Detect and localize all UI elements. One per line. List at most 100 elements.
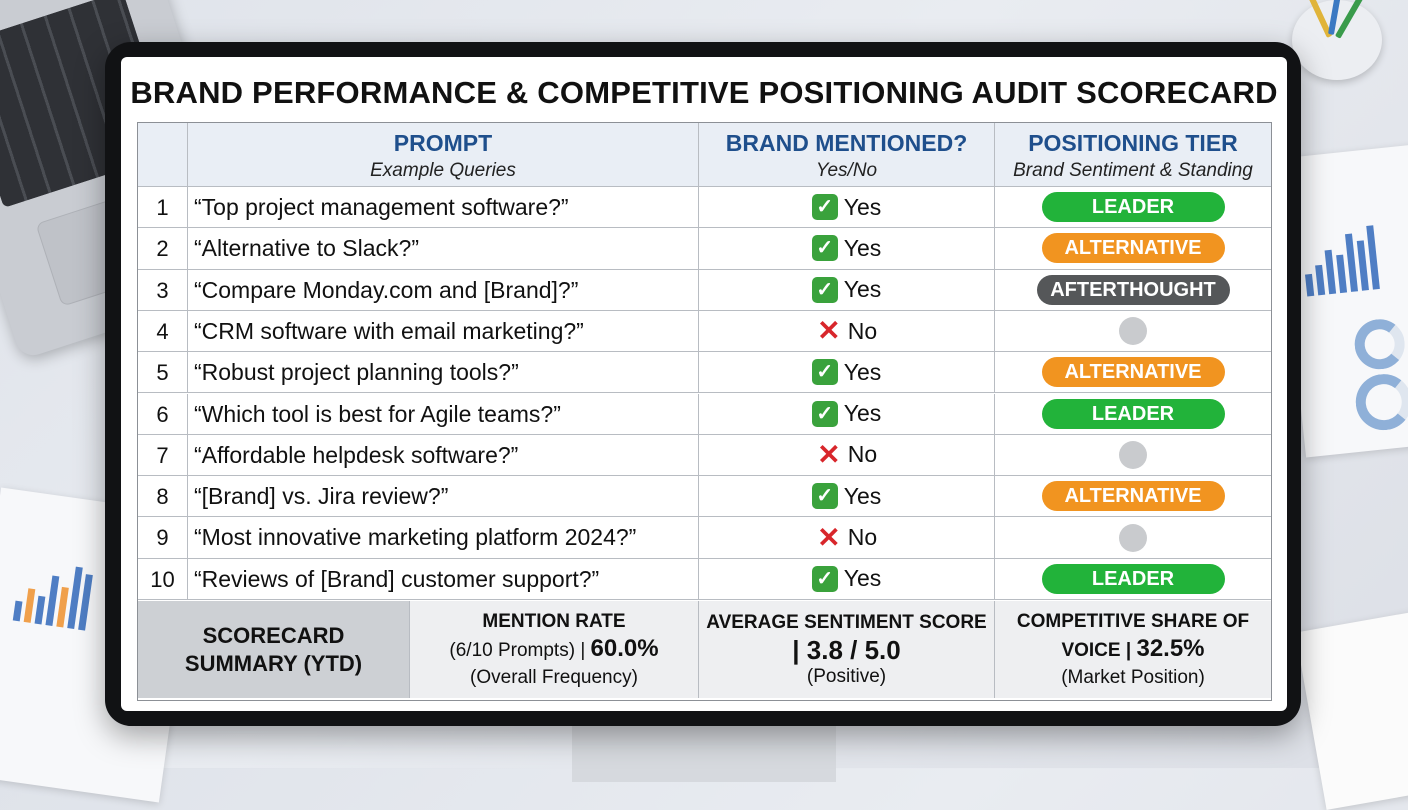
- mention-label: No: [847, 317, 878, 344]
- header-mention-subtitle: Yes/No: [815, 160, 878, 181]
- tier-wrapper: AFTERTHOUGHT: [995, 270, 1271, 310]
- prompt-query: “Alternative to Slack?”: [188, 228, 699, 269]
- summary-sentiment-cell: AVERAGE SENTIMENT SCORE | 3.8 / 5.0 (Pos…: [699, 601, 995, 698]
- header-prompt-title: PROMPT: [393, 130, 493, 156]
- row-number: 5: [138, 352, 188, 393]
- pencil-cup-decoration: [1292, 0, 1382, 80]
- prompt-query: “Compare Monday.com and [Brand]?”: [188, 269, 699, 310]
- mention-rate-value: 60.0%: [590, 634, 659, 662]
- row-number: 3: [138, 269, 188, 310]
- check-mark-icon: ✓: [811, 359, 838, 386]
- prompt-query: “Which tool is best for Agile teams?”: [188, 393, 699, 434]
- row-number: 10: [138, 558, 188, 599]
- tier-cell: [995, 311, 1271, 351]
- paper-ring-graphic: [1352, 371, 1408, 433]
- tier-cell: LEADER: [995, 394, 1271, 434]
- mention-label: Yes: [843, 234, 882, 261]
- check-mark-icon: ✓: [811, 194, 838, 221]
- table-row: 1 “Top project management software?” ✓ Yes L…: [138, 187, 1271, 229]
- mention-label: Yes: [843, 358, 882, 385]
- table-row: 2 “Alternative to Slack?” ✓ Yes ALTERNATIVE: [138, 228, 1271, 270]
- header-mention-title: BRAND MENTIONED?: [725, 130, 968, 156]
- mention-status: ✓ Yes: [699, 270, 994, 310]
- table-row: 10 “Reviews of [Brand] customer support?”…: [138, 558, 1271, 600]
- tier-badge-alternative: ALTERNATIVE: [1041, 233, 1225, 264]
- cross-mark-icon: ✕: [817, 438, 841, 470]
- mention-cell: ✓ Yes: [699, 228, 995, 269]
- prompt-query: “CRM software with email marketing?”: [188, 310, 699, 352]
- summary-row: SCORECARD SUMMARY (YTD) MENTION RATE (6/…: [138, 601, 1271, 698]
- tier-cell: ALTERNATIVE: [995, 476, 1271, 516]
- mention-cell: ✓ Yes: [699, 269, 995, 310]
- header-mention-cell: BRAND MENTIONED? Yes/No: [699, 123, 995, 186]
- tier-wrapper: LEADER: [995, 559, 1271, 599]
- mention-label: Yes: [843, 482, 882, 509]
- mention-rate-foot: (Overall Frequency): [470, 666, 638, 688]
- share-of-voice-value: 32.5%: [1136, 634, 1205, 662]
- table-row: 6 “Which tool is best for Agile teams?” ✓ Y…: [138, 393, 1271, 435]
- notepad-decoration: [1295, 610, 1408, 810]
- header-tier-title: POSITIONING TIER: [1028, 130, 1238, 156]
- summary-label-line1: SCORECARD: [202, 622, 345, 648]
- tier-badge-leader: LEADER: [1041, 192, 1225, 223]
- mention-label: Yes: [843, 565, 882, 592]
- summary-share-of-voice-cell: COMPETITIVE SHARE OF VOICE | 32.5% (Mark…: [995, 601, 1271, 698]
- mention-cell: ✓ Yes: [699, 187, 995, 228]
- paper-bar-graphic: [1300, 219, 1380, 297]
- check-mark-icon: ✓: [811, 565, 838, 592]
- mention-rate-heading: MENTION RATE: [482, 610, 626, 632]
- tier-badge-alternative: ALTERNATIVE: [1041, 357, 1225, 388]
- tier-wrapper: [995, 435, 1271, 475]
- tier-badge-alternative: ALTERNATIVE: [1041, 481, 1225, 512]
- table-row: 5 “Robust project planning tools?” ✓ Yes ALT…: [138, 352, 1271, 394]
- mention-label: No: [847, 524, 878, 551]
- mention-status: ✕ No: [699, 435, 994, 475]
- table-row: 9 “Most innovative marketing platform 202…: [138, 517, 1271, 559]
- mention-rate-detail: (6/10 Prompts) |: [449, 639, 586, 661]
- table-row: 8 “[Brand] vs. Jira review?” ✓ Yes ALTERNATI…: [138, 476, 1271, 518]
- tier-cell: ALTERNATIVE: [995, 352, 1271, 392]
- share-of-voice-heading: COMPETITIVE SHARE OF: [1016, 610, 1250, 632]
- share-of-voice-detail: VOICE |: [1061, 639, 1132, 661]
- mention-label: Yes: [843, 276, 882, 303]
- summary-label-line2: SUMMARY (YTD): [184, 650, 363, 676]
- row-number: 4: [138, 310, 188, 352]
- header-prompt-cell: PROMPT Example Queries: [188, 123, 699, 186]
- prompt-query: “Affordable helpdesk software?”: [188, 434, 699, 476]
- header-num-cell: [138, 123, 188, 186]
- paper-ring-graphic: [1352, 316, 1408, 372]
- share-of-voice-line: VOICE | 32.5%: [1061, 635, 1204, 665]
- tier-wrapper: ALTERNATIVE: [995, 228, 1271, 268]
- header-tier-cell: POSITIONING TIER Brand Sentiment & Stand…: [995, 123, 1271, 186]
- sentiment-value: | 3.8 / 5.0: [792, 634, 901, 665]
- mention-label: Yes: [843, 193, 882, 220]
- row-number: 6: [138, 393, 188, 434]
- mention-cell: ✕ No: [699, 310, 995, 352]
- sentiment-foot: (Positive): [806, 665, 887, 687]
- check-mark-icon: ✓: [811, 400, 838, 427]
- tier-badge-leader: LEADER: [1041, 563, 1225, 594]
- header-prompt-subtitle: Example Queries: [370, 160, 516, 181]
- mention-label: Yes: [843, 400, 882, 427]
- empty-tier-dot-icon: [1119, 523, 1147, 552]
- tier-cell: AFTERTHOUGHT: [995, 270, 1271, 310]
- mention-cell: ✕ No: [699, 517, 995, 558]
- header-tier-subtitle: Brand Sentiment & Standing: [1013, 160, 1253, 181]
- table-row: 7 “Affordable helpdesk software?” ✕ No: [138, 434, 1271, 477]
- tier-wrapper: ALTERNATIVE: [995, 352, 1271, 392]
- mention-status: ✓ Yes: [699, 559, 994, 599]
- prompt-query: “Most innovative marketing platform 2024…: [188, 517, 699, 558]
- tier-cell: [995, 435, 1271, 475]
- prompt-query: “Reviews of [Brand] customer support?”: [188, 558, 699, 599]
- check-mark-icon: ✓: [811, 276, 838, 303]
- empty-tier-dot-icon: [1119, 440, 1147, 469]
- check-mark-icon: ✓: [811, 483, 838, 510]
- mention-cell: ✕ No: [699, 434, 995, 476]
- share-of-voice-foot: (Market Position): [1061, 666, 1205, 688]
- sentiment-heading: AVERAGE SENTIMENT SCORE: [706, 611, 987, 633]
- mention-cell: ✓ Yes: [699, 393, 995, 434]
- table-header-row: PROMPT Example Queries BRAND MENTIONED? …: [138, 123, 1271, 187]
- mention-status: ✓ Yes: [699, 394, 994, 434]
- paper-bar-graphic: [12, 551, 95, 631]
- mention-cell: ✓ Yes: [699, 558, 995, 599]
